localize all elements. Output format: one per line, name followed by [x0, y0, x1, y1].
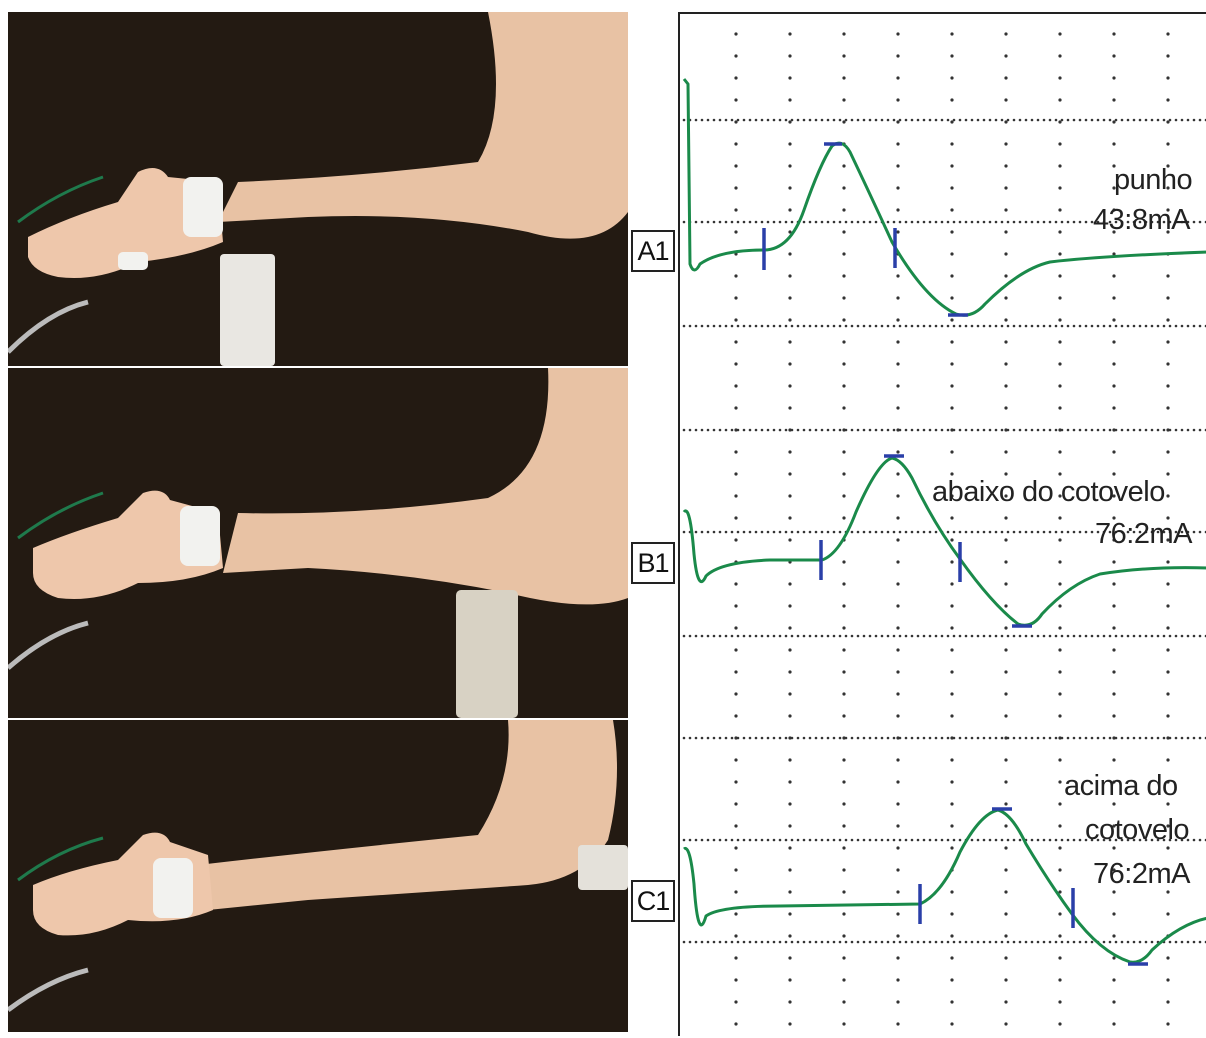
- electrode-tape: [180, 506, 220, 566]
- photo-c-illustration: [8, 720, 628, 1032]
- annotation-c1-intensity: 76:2mA: [1093, 858, 1190, 890]
- photo-a-illustration: [8, 12, 628, 366]
- photo-stimulation-below-elbow: [8, 368, 628, 718]
- photo-stimulation-wrist: [8, 12, 628, 366]
- row-label-c1: C1: [631, 880, 675, 922]
- arm: [218, 12, 628, 239]
- row-label-b1: B1: [631, 542, 675, 584]
- stimulator-probe: [456, 590, 518, 718]
- arm: [198, 720, 617, 910]
- stimulator-probe: [220, 254, 275, 366]
- waveform-b1: [682, 456, 1206, 627]
- electrode-tape: [183, 177, 223, 237]
- traces: [682, 78, 1206, 966]
- stimulator-probe: [578, 845, 628, 890]
- waveform-panel: [678, 12, 1206, 1036]
- waveform-a1: [682, 78, 1206, 317]
- waveform-svg: [682, 32, 1206, 1026]
- annotation-c1-site-line1: acima do: [1064, 770, 1178, 802]
- annotation-b1-site: abaixo do cotovelo: [932, 476, 1165, 508]
- annotation-a1-site: punho: [1114, 164, 1193, 196]
- hand: [33, 490, 223, 599]
- grid-dots: [682, 32, 1206, 1026]
- electrode-tape: [153, 858, 193, 918]
- annotation-a1-intensity: 43:8mA: [1093, 204, 1190, 236]
- annotation-b1-intensity: 76:2mA: [1095, 518, 1192, 550]
- photo-b-illustration: [8, 368, 628, 718]
- photo-stimulation-above-elbow: [8, 720, 628, 1032]
- row-label-a1: A1: [631, 230, 675, 272]
- finger-electrode: [118, 252, 148, 270]
- annotation-c1-site-line2: cotovelo: [1085, 814, 1190, 846]
- arm: [223, 368, 628, 605]
- hand: [28, 168, 223, 278]
